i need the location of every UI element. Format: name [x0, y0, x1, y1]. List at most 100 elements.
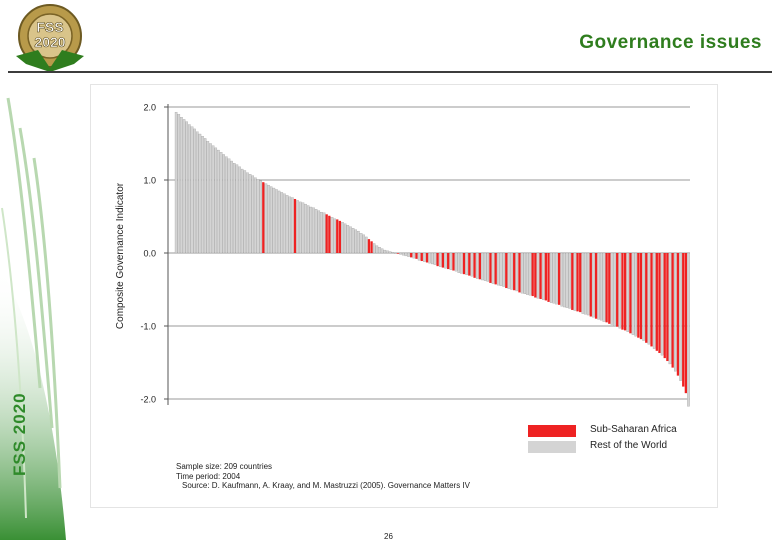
bar-ssa — [645, 253, 648, 343]
bar-ssa — [671, 253, 674, 368]
bar-ssa — [676, 253, 680, 376]
bar-rest-of-world — [515, 252, 519, 292]
bar-rest-of-world — [438, 252, 442, 267]
bar-rest-of-world — [354, 229, 358, 254]
bar-rest-of-world — [402, 252, 405, 256]
bar-ssa — [336, 219, 339, 253]
bar-rest-of-world — [565, 252, 569, 308]
bar-rest-of-world — [246, 172, 249, 254]
bar-rest-of-world — [613, 252, 616, 327]
bar-ssa — [605, 253, 608, 323]
bar-ssa — [338, 220, 342, 253]
bar-rest-of-world — [349, 226, 352, 254]
bar-rest-of-world — [320, 211, 323, 254]
bar-rest-of-world — [214, 147, 218, 254]
bar-rest-of-world — [586, 252, 590, 316]
bar-rest-of-world — [470, 252, 474, 277]
bar-rest-of-world — [560, 252, 564, 307]
bar-rest-of-world — [687, 252, 690, 407]
bar-rest-of-world — [486, 252, 490, 282]
bar-rest-of-world — [380, 248, 384, 254]
bar-ssa — [682, 253, 685, 387]
bar-rest-of-world — [277, 190, 281, 254]
bar-rest-of-world — [351, 228, 355, 254]
bar-rest-of-world — [423, 252, 426, 262]
bar-rest-of-world — [523, 252, 527, 295]
bar-rest-of-world — [563, 252, 566, 308]
legend-swatch-ssa — [528, 425, 576, 437]
bar-ssa — [666, 253, 669, 362]
bar-rest-of-world — [642, 252, 645, 341]
bar-ssa — [325, 214, 328, 253]
bar-rest-of-world — [225, 156, 228, 254]
bar-rest-of-world — [235, 164, 239, 254]
bar-rest-of-world — [198, 133, 202, 254]
bar-rest-of-world — [399, 252, 402, 255]
bar-ssa — [425, 253, 429, 263]
bar-rest-of-world — [668, 252, 672, 365]
bar-rest-of-world — [581, 252, 585, 314]
bar-rest-of-world — [499, 252, 503, 286]
bar-rest-of-world — [460, 252, 463, 274]
bar-rest-of-world — [549, 252, 553, 303]
bar-rest-of-world — [185, 121, 188, 254]
legend-label-ssa: Sub-Saharan Africa — [590, 424, 677, 435]
bar-rest-of-world — [201, 136, 204, 254]
bar-ssa — [623, 253, 627, 331]
bar-rest-of-world — [272, 187, 276, 254]
bar-rest-of-world — [243, 170, 247, 254]
bar-rest-of-world — [196, 131, 199, 254]
bar-ssa — [518, 253, 521, 293]
bar-rest-of-world — [174, 111, 178, 254]
bar-ssa — [589, 253, 592, 317]
sidebar-vertical-text: FSS 2020 — [10, 392, 29, 476]
bar-ssa — [452, 253, 455, 271]
bar-rest-of-world — [230, 160, 233, 254]
bar-rest-of-world — [206, 141, 210, 254]
bar-ssa — [531, 253, 534, 297]
bar-ssa — [547, 253, 550, 302]
bar-rest-of-world — [597, 252, 600, 320]
y-tick-label: -2.0 — [140, 395, 156, 405]
bar-rest-of-world — [475, 252, 479, 279]
bar-ssa — [410, 253, 413, 258]
bar-ssa — [544, 253, 548, 301]
bar-rest-of-world — [433, 252, 437, 265]
page-number: 26 — [384, 532, 393, 541]
bar-rest-of-world — [584, 252, 587, 315]
y-tick-label: 1.0 — [143, 176, 156, 186]
bar-rest-of-world — [568, 252, 571, 309]
bar-ssa — [637, 253, 640, 338]
bar-rest-of-world — [481, 252, 484, 281]
bar-rest-of-world — [465, 252, 468, 276]
bar-rest-of-world — [248, 174, 252, 254]
bar-rest-of-world — [386, 250, 389, 254]
bar-ssa — [436, 253, 439, 267]
bar-rest-of-world — [211, 145, 215, 254]
bar-rest-of-world — [552, 252, 556, 304]
bar-rest-of-world — [314, 209, 318, 254]
bar-rest-of-world — [357, 230, 360, 254]
bar-rest-of-world — [502, 252, 505, 287]
bar-rest-of-world — [301, 202, 305, 254]
bar-rest-of-world — [449, 252, 453, 270]
bar-ssa — [494, 253, 497, 285]
bar-rest-of-world — [304, 203, 307, 254]
bar-rest-of-world — [188, 124, 191, 254]
bar-rest-of-world — [541, 252, 545, 300]
bar-rest-of-world — [631, 252, 635, 335]
logo-text-top: FSS — [36, 19, 63, 35]
bar-rest-of-world — [275, 189, 278, 254]
bar-ssa — [473, 253, 476, 278]
bar-rest-of-world — [528, 252, 532, 296]
bar-rest-of-world — [394, 252, 397, 254]
bar-ssa — [328, 215, 331, 253]
bar-rest-of-world — [507, 252, 511, 289]
bar-rest-of-world — [602, 252, 606, 322]
bar-rest-of-world — [346, 225, 350, 254]
bar-ssa — [534, 253, 537, 298]
bar-ssa — [629, 253, 632, 334]
bar-rest-of-world — [219, 152, 223, 254]
bar-rest-of-world — [180, 117, 183, 254]
bar-rest-of-world — [312, 207, 315, 254]
